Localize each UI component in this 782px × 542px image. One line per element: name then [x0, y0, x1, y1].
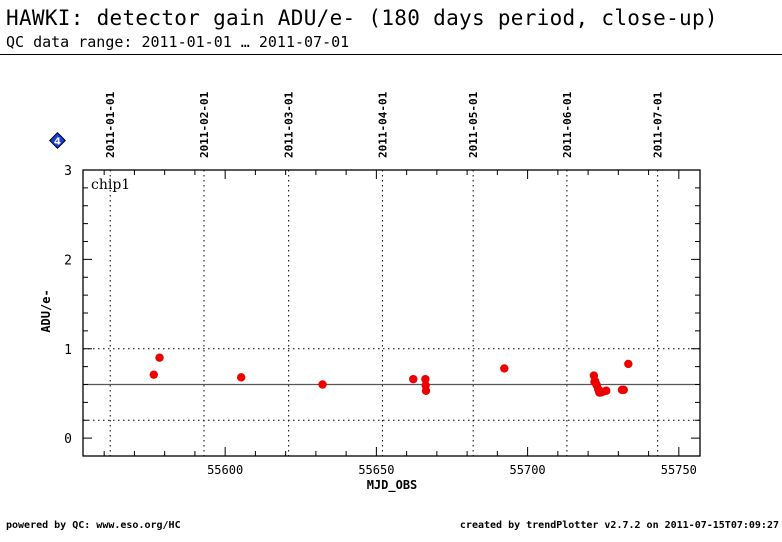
data-point [624, 359, 633, 369]
tick-marks [83, 169, 700, 457]
date-tick-label-5: 2011-06-01 [561, 91, 574, 158]
data-point [602, 386, 611, 395]
data-point [421, 374, 430, 384]
panel-label: chip1 [91, 177, 130, 193]
axes [82, 169, 701, 457]
plot-frame [82, 169, 701, 457]
date-tick-label-2: 2011-03-01 [283, 91, 296, 158]
data-point [619, 385, 628, 395]
y-tick-label-0: 0 [64, 432, 72, 447]
date-tick-label-0: 2011-01-01 [104, 91, 117, 158]
data-point [155, 353, 164, 362]
footer-created-by: created by trendPlotter v2.7.2 on 2011-0… [459, 520, 779, 531]
date-tick-label-1: 2011-02-01 [198, 91, 211, 158]
date-tick-label-4: 2011-05-01 [467, 91, 480, 158]
x-axis-label: MJD_OBS [367, 478, 418, 493]
tick-labels: 55600 55650 55700 55750 0 1 2 3 2011-01-01 2011-0… [64, 91, 697, 477]
grid-lines [83, 170, 700, 456]
diamond-badge-icon: 4 [49, 132, 66, 149]
date-tick-label-3: 2011-04-01 [376, 91, 389, 158]
date-tick-label-6: 2011-07-01 [652, 91, 665, 158]
data-points [149, 353, 633, 397]
footer-powered-by: powered by QC: www.eso.org/HC [6, 520, 181, 531]
x-tick-label-55650: 55650 [358, 463, 394, 477]
x-tick-label-55750: 55750 [661, 463, 697, 477]
data-point [409, 374, 418, 384]
data-point [318, 380, 327, 389]
x-tick-label-55600: 55600 [207, 463, 243, 477]
data-point [149, 370, 158, 379]
data-point [421, 386, 431, 395]
y-tick-label-1: 1 [64, 343, 72, 358]
y-axis-label: ADU/e- [39, 289, 53, 332]
y-tick-label-3: 3 [64, 164, 72, 179]
badge-label: 4 [54, 137, 61, 148]
x-tick-label-55700: 55700 [510, 463, 546, 477]
data-point [500, 364, 509, 373]
y-tick-label-2: 2 [64, 253, 72, 268]
chart-title: HAWKI: detector gain ADU/e- (180 days pe… [6, 6, 718, 30]
data-range-subtitle: QC data range: 2011-01-01 … 2011-07-01 [6, 33, 350, 51]
header-divider [0, 54, 782, 55]
data-point [236, 373, 246, 382]
